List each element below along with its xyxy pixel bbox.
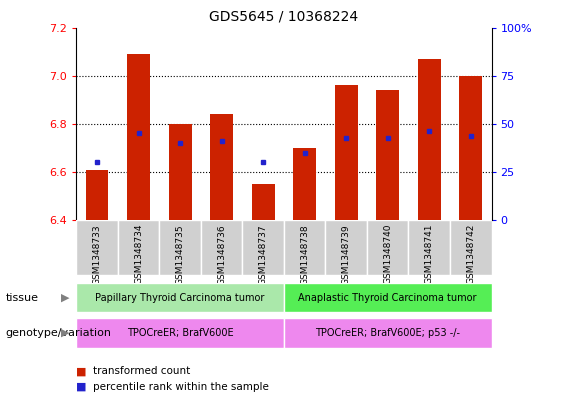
Bar [459,75,482,220]
FancyBboxPatch shape [159,220,201,275]
Text: tissue: tissue [6,293,38,303]
Text: GSM1348742: GSM1348742 [466,224,475,284]
Text: genotype/variation: genotype/variation [6,328,112,338]
Text: ■: ■ [76,366,87,376]
FancyBboxPatch shape [408,220,450,275]
Text: percentile rank within the sample: percentile rank within the sample [93,382,269,392]
Text: GSM1348738: GSM1348738 [300,224,309,285]
Text: GSM1348734: GSM1348734 [134,224,143,285]
Text: ▶: ▶ [60,328,69,338]
Bar [169,124,192,220]
FancyBboxPatch shape [284,220,325,275]
FancyBboxPatch shape [367,220,408,275]
Text: GSM1348736: GSM1348736 [217,224,226,285]
FancyBboxPatch shape [284,318,492,348]
FancyBboxPatch shape [76,220,118,275]
Text: GSM1348737: GSM1348737 [259,224,268,285]
Bar [418,59,441,220]
Text: Papillary Thyroid Carcinoma tumor: Papillary Thyroid Carcinoma tumor [95,293,265,303]
Text: TPOCreER; BrafV600E; p53 -/-: TPOCreER; BrafV600E; p53 -/- [315,328,460,338]
Bar [252,184,275,220]
FancyBboxPatch shape [76,283,284,312]
Text: TPOCreER; BrafV600E: TPOCreER; BrafV600E [127,328,233,338]
Text: transformed count: transformed count [93,366,190,376]
FancyBboxPatch shape [284,283,492,312]
Bar [86,169,108,220]
FancyBboxPatch shape [450,220,492,275]
FancyBboxPatch shape [76,318,284,348]
Bar [376,90,399,220]
Title: GDS5645 / 10368224: GDS5645 / 10368224 [210,9,358,24]
FancyBboxPatch shape [242,220,284,275]
Text: GSM1348735: GSM1348735 [176,224,185,285]
Text: ■: ■ [76,382,87,392]
Text: ▶: ▶ [60,293,69,303]
Bar [293,148,316,220]
FancyBboxPatch shape [325,220,367,275]
Bar [210,114,233,220]
Text: GSM1348740: GSM1348740 [383,224,392,285]
Bar [127,54,150,220]
FancyBboxPatch shape [118,220,159,275]
Text: GSM1348733: GSM1348733 [93,224,102,285]
Text: GSM1348739: GSM1348739 [342,224,351,285]
FancyBboxPatch shape [201,220,242,275]
Text: Anaplastic Thyroid Carcinoma tumor: Anaplastic Thyroid Carcinoma tumor [298,293,477,303]
Text: GSM1348741: GSM1348741 [425,224,434,285]
Bar [335,85,358,220]
